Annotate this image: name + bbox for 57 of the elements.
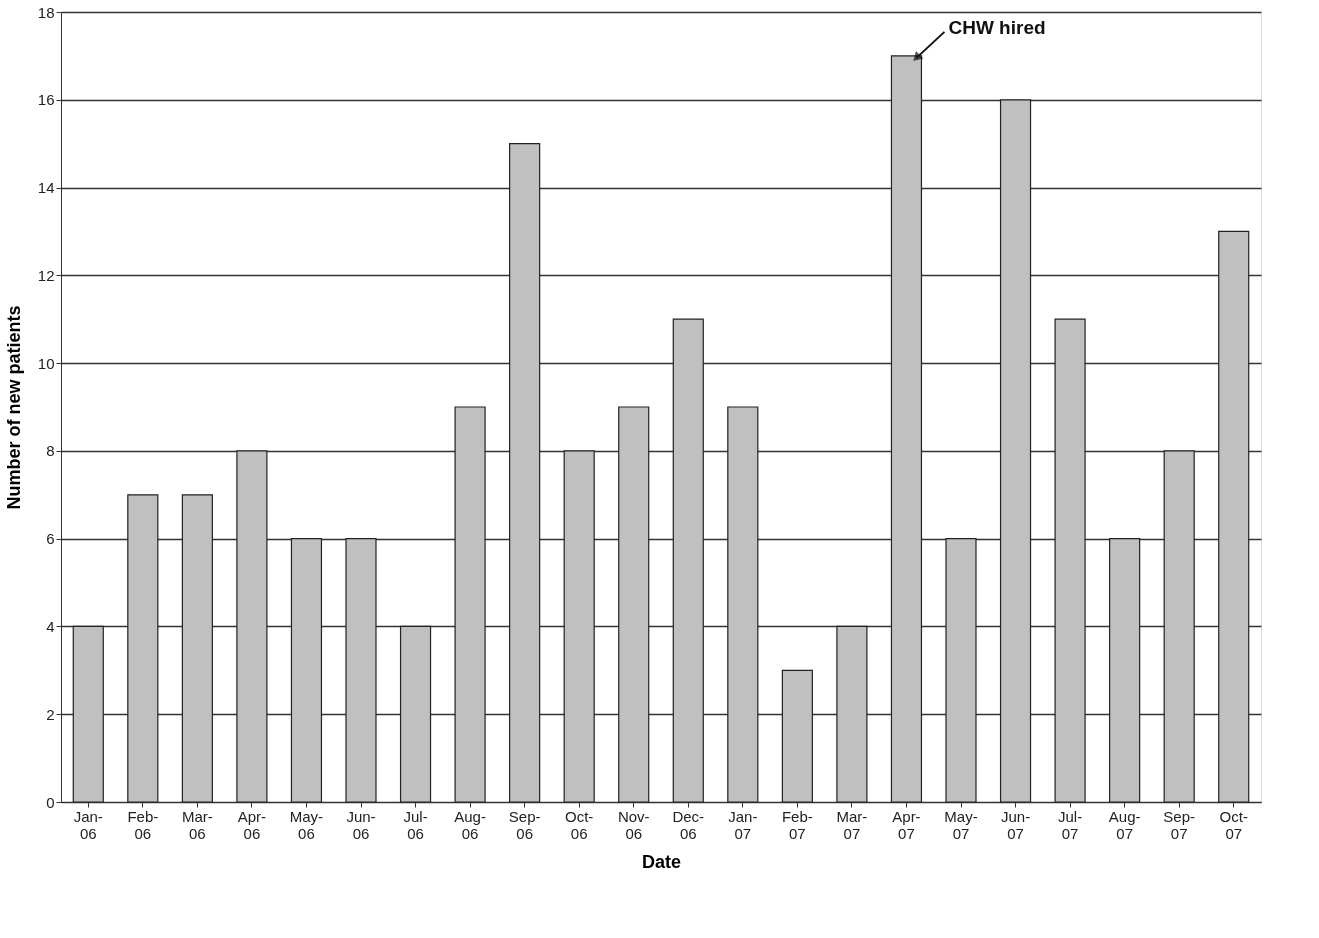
x-tick-label: Oct-07	[1219, 807, 1248, 842]
x-tick-label: Feb-07	[781, 807, 813, 842]
x-tick-label: Jul-07	[1058, 807, 1083, 842]
x-tick-label: Feb-06	[127, 807, 159, 842]
x-tick-label: Jun-06	[346, 807, 376, 842]
x-tick-label: Apr-06	[237, 807, 267, 842]
x-axis-title: Date	[641, 851, 682, 872]
x-tick-label: Sep-07	[1163, 807, 1196, 842]
bar	[290, 538, 323, 803]
x-tick-label: Aug-06	[454, 807, 486, 842]
x-tick-label: May-07	[944, 807, 978, 842]
x-tick-label: Oct-06	[565, 807, 594, 842]
y-axis-title: Number of new patients	[3, 305, 24, 510]
x-tick-label: Dec-06	[672, 807, 705, 842]
bar	[509, 143, 541, 803]
bar	[563, 450, 595, 803]
y-tick-label: 18	[37, 3, 55, 21]
bar	[836, 625, 868, 803]
y-tick-label: 12	[37, 266, 55, 284]
bar	[727, 406, 759, 803]
bar	[781, 669, 813, 803]
x-tick-label: Jul-06	[403, 807, 428, 842]
y-tick-label: 14	[37, 179, 55, 197]
bar	[454, 406, 486, 803]
x-tick-label: Aug-07	[1108, 807, 1141, 842]
x-tick-label: Nov-06	[617, 807, 650, 842]
bar	[890, 55, 923, 803]
bar	[945, 538, 977, 803]
x-tick-label: May-06	[289, 807, 324, 842]
x-tick-label: Sep-06	[508, 807, 541, 842]
bar	[999, 99, 1032, 803]
y-tick-label: 6	[46, 530, 55, 548]
y-tick-label: 4	[46, 617, 55, 635]
bar	[72, 625, 104, 803]
y-tick-label: 16	[37, 91, 55, 109]
bar	[345, 538, 377, 803]
y-tick-label: 10	[37, 354, 55, 372]
x-tick-label: Jan-06	[73, 807, 103, 842]
bar	[1109, 538, 1141, 803]
bar	[672, 318, 704, 803]
bar	[1163, 450, 1195, 803]
bar	[1218, 230, 1250, 803]
bar	[1054, 318, 1086, 803]
x-tick-label: Jun-07	[1000, 807, 1031, 842]
y-tick-label: 2	[46, 705, 55, 723]
bar	[181, 494, 213, 803]
y-tick-label: 8	[46, 442, 55, 460]
bar	[127, 494, 159, 803]
bar	[236, 450, 268, 803]
bar	[399, 625, 432, 803]
bar	[618, 406, 650, 803]
y-tick-label: 0	[46, 793, 55, 811]
x-tick-label: Mar-06	[181, 807, 213, 842]
x-tick-label: Apr-07	[892, 807, 921, 842]
annotation: CHW hired	[948, 16, 1046, 38]
x-tick-label: Jan-07	[728, 807, 758, 842]
x-tick-label: Mar-07	[836, 807, 868, 842]
